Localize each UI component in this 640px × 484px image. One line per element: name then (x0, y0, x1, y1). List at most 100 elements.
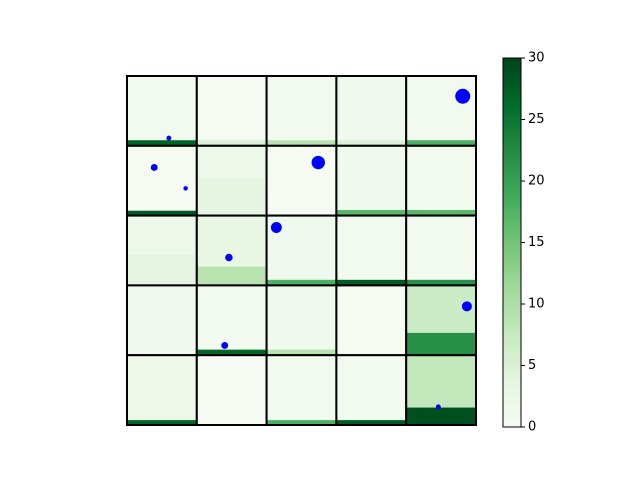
cell-top (196, 285, 267, 350)
colorbar-segment (503, 419, 521, 424)
colorbar-tick-label: 10 (528, 297, 545, 312)
point (435, 404, 441, 410)
cell-bottom (196, 420, 267, 425)
cell-bottom (127, 349, 197, 356)
colorbar-segment (503, 360, 521, 365)
colorbar-segment (503, 179, 521, 184)
cell-bottom (336, 420, 407, 425)
colorbar-segment (503, 249, 521, 255)
colorbar-segment (503, 224, 521, 229)
colorbar-segment (503, 345, 521, 351)
colorbar-segment (503, 393, 521, 398)
colorbar-segment (503, 275, 521, 280)
point (311, 155, 325, 170)
cell-top (336, 285, 407, 350)
colorbar-segment (503, 290, 521, 295)
colorbar-segment (503, 404, 521, 410)
colorbar-segment (503, 102, 521, 107)
cell-top (196, 145, 267, 178)
colorbar-segment (503, 283, 521, 288)
cell-top (127, 355, 197, 421)
colorbar-segment (503, 105, 521, 111)
colorbar-segment (503, 72, 521, 77)
colorbar-segment (503, 172, 521, 177)
cell-bottom (406, 279, 476, 286)
colorbar-segment (503, 220, 521, 225)
cell-top (196, 355, 267, 421)
cell-top (127, 285, 197, 350)
colorbar-segment (503, 161, 521, 166)
cell-top (336, 215, 407, 280)
colorbar-segment (503, 124, 521, 129)
colorbar-segment (503, 187, 521, 192)
colorbar-segment (503, 165, 521, 170)
colorbar-segment (503, 157, 521, 162)
colorbar-segment (503, 301, 521, 306)
colorbar-segment (503, 120, 521, 125)
colorbar-segment (503, 139, 521, 144)
colorbar-segment (503, 349, 521, 354)
colorbar-segment (503, 113, 521, 118)
point (270, 221, 282, 233)
cell-bottom (196, 140, 267, 146)
colorbar-segment (503, 334, 521, 339)
colorbar-segment (503, 80, 521, 85)
colorbar-segment (503, 212, 521, 218)
colorbar-segment (503, 142, 521, 148)
cell-bottom (336, 210, 407, 216)
colorbar-tick-label: 5 (528, 358, 536, 373)
colorbar-segment (503, 150, 521, 155)
colorbar-segment (503, 87, 521, 92)
colorbar-segment (503, 198, 521, 203)
colorbar-segment (503, 61, 521, 66)
cell-bottom (336, 349, 407, 356)
colorbar-segment (503, 305, 521, 310)
colorbar-segment (503, 316, 521, 321)
colorbar-segment (503, 83, 521, 89)
colorbar-segment (503, 294, 521, 299)
colorbar-segment (503, 379, 521, 384)
cell-border (405, 354, 478, 427)
point (455, 88, 471, 104)
colorbar-segment (503, 375, 521, 380)
cell-top (406, 215, 476, 280)
point (150, 163, 158, 171)
colorbar-segment (503, 235, 521, 240)
colorbar-segment (503, 253, 521, 258)
cell-top (406, 355, 476, 408)
cell-bottom (266, 140, 337, 146)
colorbar-segment (503, 205, 521, 210)
colorbar-segment (503, 412, 521, 417)
colorbar-tick-label: 15 (528, 235, 545, 250)
colorbar-segment (503, 135, 521, 140)
colorbar-segment (503, 246, 521, 251)
colorbar-segment (503, 364, 521, 369)
point (166, 135, 172, 141)
colorbar-segment (503, 401, 521, 406)
colorbar-segment (503, 371, 521, 376)
cell-bottom (266, 349, 337, 356)
colorbar-segment (503, 397, 521, 402)
cell-bottom (127, 420, 197, 425)
cell-top (127, 145, 197, 211)
colorbar-segment (503, 98, 521, 103)
colorbar-segment (503, 268, 521, 273)
colorbar-segment (503, 297, 521, 303)
cell-top (266, 76, 337, 141)
cell-top (127, 76, 197, 141)
cell-bottom (406, 210, 476, 216)
point (183, 186, 188, 191)
cell-top (266, 285, 337, 350)
colorbar-segment (503, 168, 521, 173)
cell-bottom (266, 279, 337, 286)
cell-bottom (406, 140, 476, 146)
colorbar-segment (503, 323, 521, 328)
cell-bottom (127, 210, 197, 216)
cell-bottom (127, 253, 197, 286)
colorbar-tick-label: 20 (528, 174, 545, 189)
cell-bottom (266, 420, 337, 425)
colorbar-segment (503, 382, 521, 387)
colorbar-segment (503, 356, 521, 362)
cell-top (336, 355, 407, 421)
colorbar-segment (503, 242, 521, 247)
